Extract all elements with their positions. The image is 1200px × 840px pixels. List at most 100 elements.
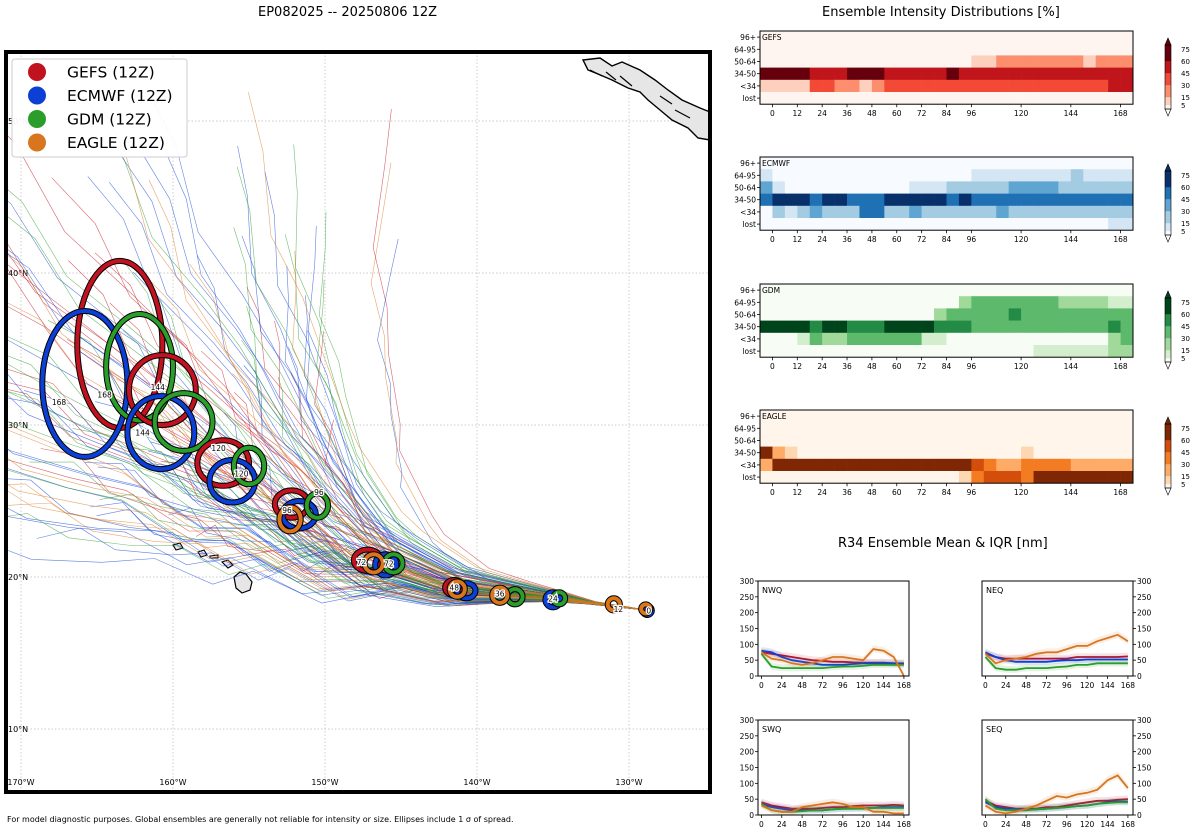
- heatmap-cell: [996, 320, 1009, 334]
- heatmap-cell: [1045, 345, 1059, 358]
- heatmap-cell: [1095, 31, 1109, 44]
- heatmap-cell: [1058, 284, 1072, 297]
- heatmap-cell: [1021, 79, 1034, 93]
- heatmap-cell: [1033, 410, 1047, 423]
- heatmap-cell: [760, 79, 773, 93]
- heatmap-cell: [784, 169, 798, 182]
- heatmap-cell: [809, 31, 823, 44]
- heatmap-cell: [1033, 308, 1047, 321]
- heatmap-cell: [909, 458, 922, 472]
- heatmap-cell: [983, 308, 997, 321]
- heatmap-row-label: 96+: [740, 286, 756, 295]
- r34-xtick-label: 168: [1121, 681, 1136, 690]
- track-map: 50°N40°N30°N20°N10°N170°W160°W150°W140°W…: [4, 50, 712, 794]
- heatmap-row-label: 96+: [740, 33, 756, 42]
- hour-label: 0: [646, 606, 651, 615]
- ellipse-gdm: [551, 590, 568, 607]
- heatmap-cell: [934, 458, 947, 472]
- ellipse-eagle: [362, 552, 385, 575]
- r34-ytick-label: 0: [749, 811, 754, 820]
- heatmap-cell: [772, 43, 786, 56]
- heatmap-cell: [1083, 332, 1096, 346]
- heatmap-cell: [896, 31, 910, 44]
- heatmap-cell: [847, 471, 860, 484]
- heatmap-cell: [1008, 471, 1022, 484]
- heatmap-model-label: ECMWF: [762, 159, 790, 168]
- heatmap-cell: [884, 345, 898, 358]
- heatmap-cell: [859, 284, 873, 297]
- heatmap-cell: [847, 410, 860, 423]
- heatmap-cell: [809, 434, 823, 447]
- colorbar-tick-label: 5: [1181, 228, 1185, 236]
- heatmap-xtick-label: 12: [793, 362, 803, 371]
- heatmap-cell: [946, 284, 960, 297]
- heatmap-cell: [1021, 320, 1034, 334]
- heatmap-cell: [834, 471, 848, 484]
- heatmap-cell: [847, 308, 860, 321]
- heatmap-cell: [1120, 422, 1134, 435]
- heatmap-cell: [934, 471, 947, 484]
- heatmap-cell: [822, 55, 835, 68]
- heatmap-cell: [1058, 332, 1072, 346]
- heatmap-cell: [896, 43, 910, 56]
- r34-ytick-label: 50: [744, 795, 754, 804]
- heatmap-cell: [1108, 345, 1121, 358]
- heatmap-cell: [822, 434, 835, 447]
- heatmap-cell: [784, 308, 798, 321]
- heatmap-eagle: 96+ 64-95 50-64 34-50 <34 lost EAGLE 0 12 24 36 48 6…: [734, 409, 1190, 497]
- heatmap-cell: [958, 320, 972, 334]
- heatmap-cell: [971, 157, 985, 170]
- heatmap-cell: [859, 458, 873, 472]
- heatmap-cell: [784, 296, 798, 309]
- heatmap-xtick-label: 168: [1113, 362, 1128, 371]
- heatmap-cell: [859, 157, 873, 170]
- r34-xtick-label: 48: [797, 820, 807, 829]
- heatmap-cell: [909, 320, 922, 334]
- r34-line-eagle: [984, 633, 1129, 665]
- heatmap-cell: [946, 296, 960, 309]
- heatmap-cell: [1108, 181, 1121, 194]
- heatmap-cell: [1120, 345, 1134, 358]
- heatmap-cell: [809, 92, 823, 105]
- hour-label: 12: [614, 605, 624, 614]
- heatmap-cell: [1033, 181, 1047, 194]
- heatmap-row-label: <34: [740, 461, 756, 470]
- heatmap-cell: [983, 157, 997, 170]
- heatmap-cell: [896, 422, 910, 435]
- colorbar-tick-label: 45: [1181, 323, 1190, 331]
- heatmap-cell: [1083, 67, 1096, 81]
- heatmap-cell: [1058, 320, 1072, 334]
- heatmap-cell: [1058, 31, 1072, 44]
- r34-ytick-label: 100: [1137, 779, 1152, 788]
- heatmap-cell: [896, 218, 910, 231]
- heatmap-cell: [760, 458, 773, 472]
- r34-xtick-label: 24: [777, 820, 787, 829]
- r34-ytick-label: 50: [744, 656, 754, 665]
- heatmap-cell: [896, 181, 910, 194]
- heatmap-cell: [1033, 205, 1047, 219]
- heatmap-row-label: 50-64: [734, 184, 756, 193]
- heatmap-cell: [946, 43, 960, 56]
- heatmap-cell: [1070, 55, 1084, 68]
- heatmap-cell: [784, 43, 798, 56]
- heatmap-cell: [1021, 332, 1034, 346]
- heatmap-cell: [1108, 296, 1121, 309]
- r34-quadrant-label: SWQ: [762, 725, 781, 734]
- heatmap-cell: [958, 345, 972, 358]
- heatmap-xtick-label: 120: [1014, 488, 1029, 497]
- map-frame: [4, 50, 712, 794]
- heatmap-cell: [1070, 193, 1084, 207]
- hour-label: 24: [548, 594, 558, 603]
- heatmap-cell: [1033, 332, 1047, 346]
- heatmap-cell: [983, 446, 997, 460]
- heatmap-cell: [772, 434, 786, 447]
- colorbar-segment: [1165, 199, 1171, 212]
- heatmap-cell: [784, 79, 798, 93]
- heatmap-cell: [809, 308, 823, 321]
- legend-box: [11, 58, 188, 158]
- heatmap-cell: [1045, 422, 1059, 435]
- heatmap-cell: [797, 169, 811, 182]
- heatmap-cell: [884, 92, 898, 105]
- heatmap-xtick-label: 24: [817, 235, 827, 244]
- colorbar-frame: [1164, 423, 1172, 489]
